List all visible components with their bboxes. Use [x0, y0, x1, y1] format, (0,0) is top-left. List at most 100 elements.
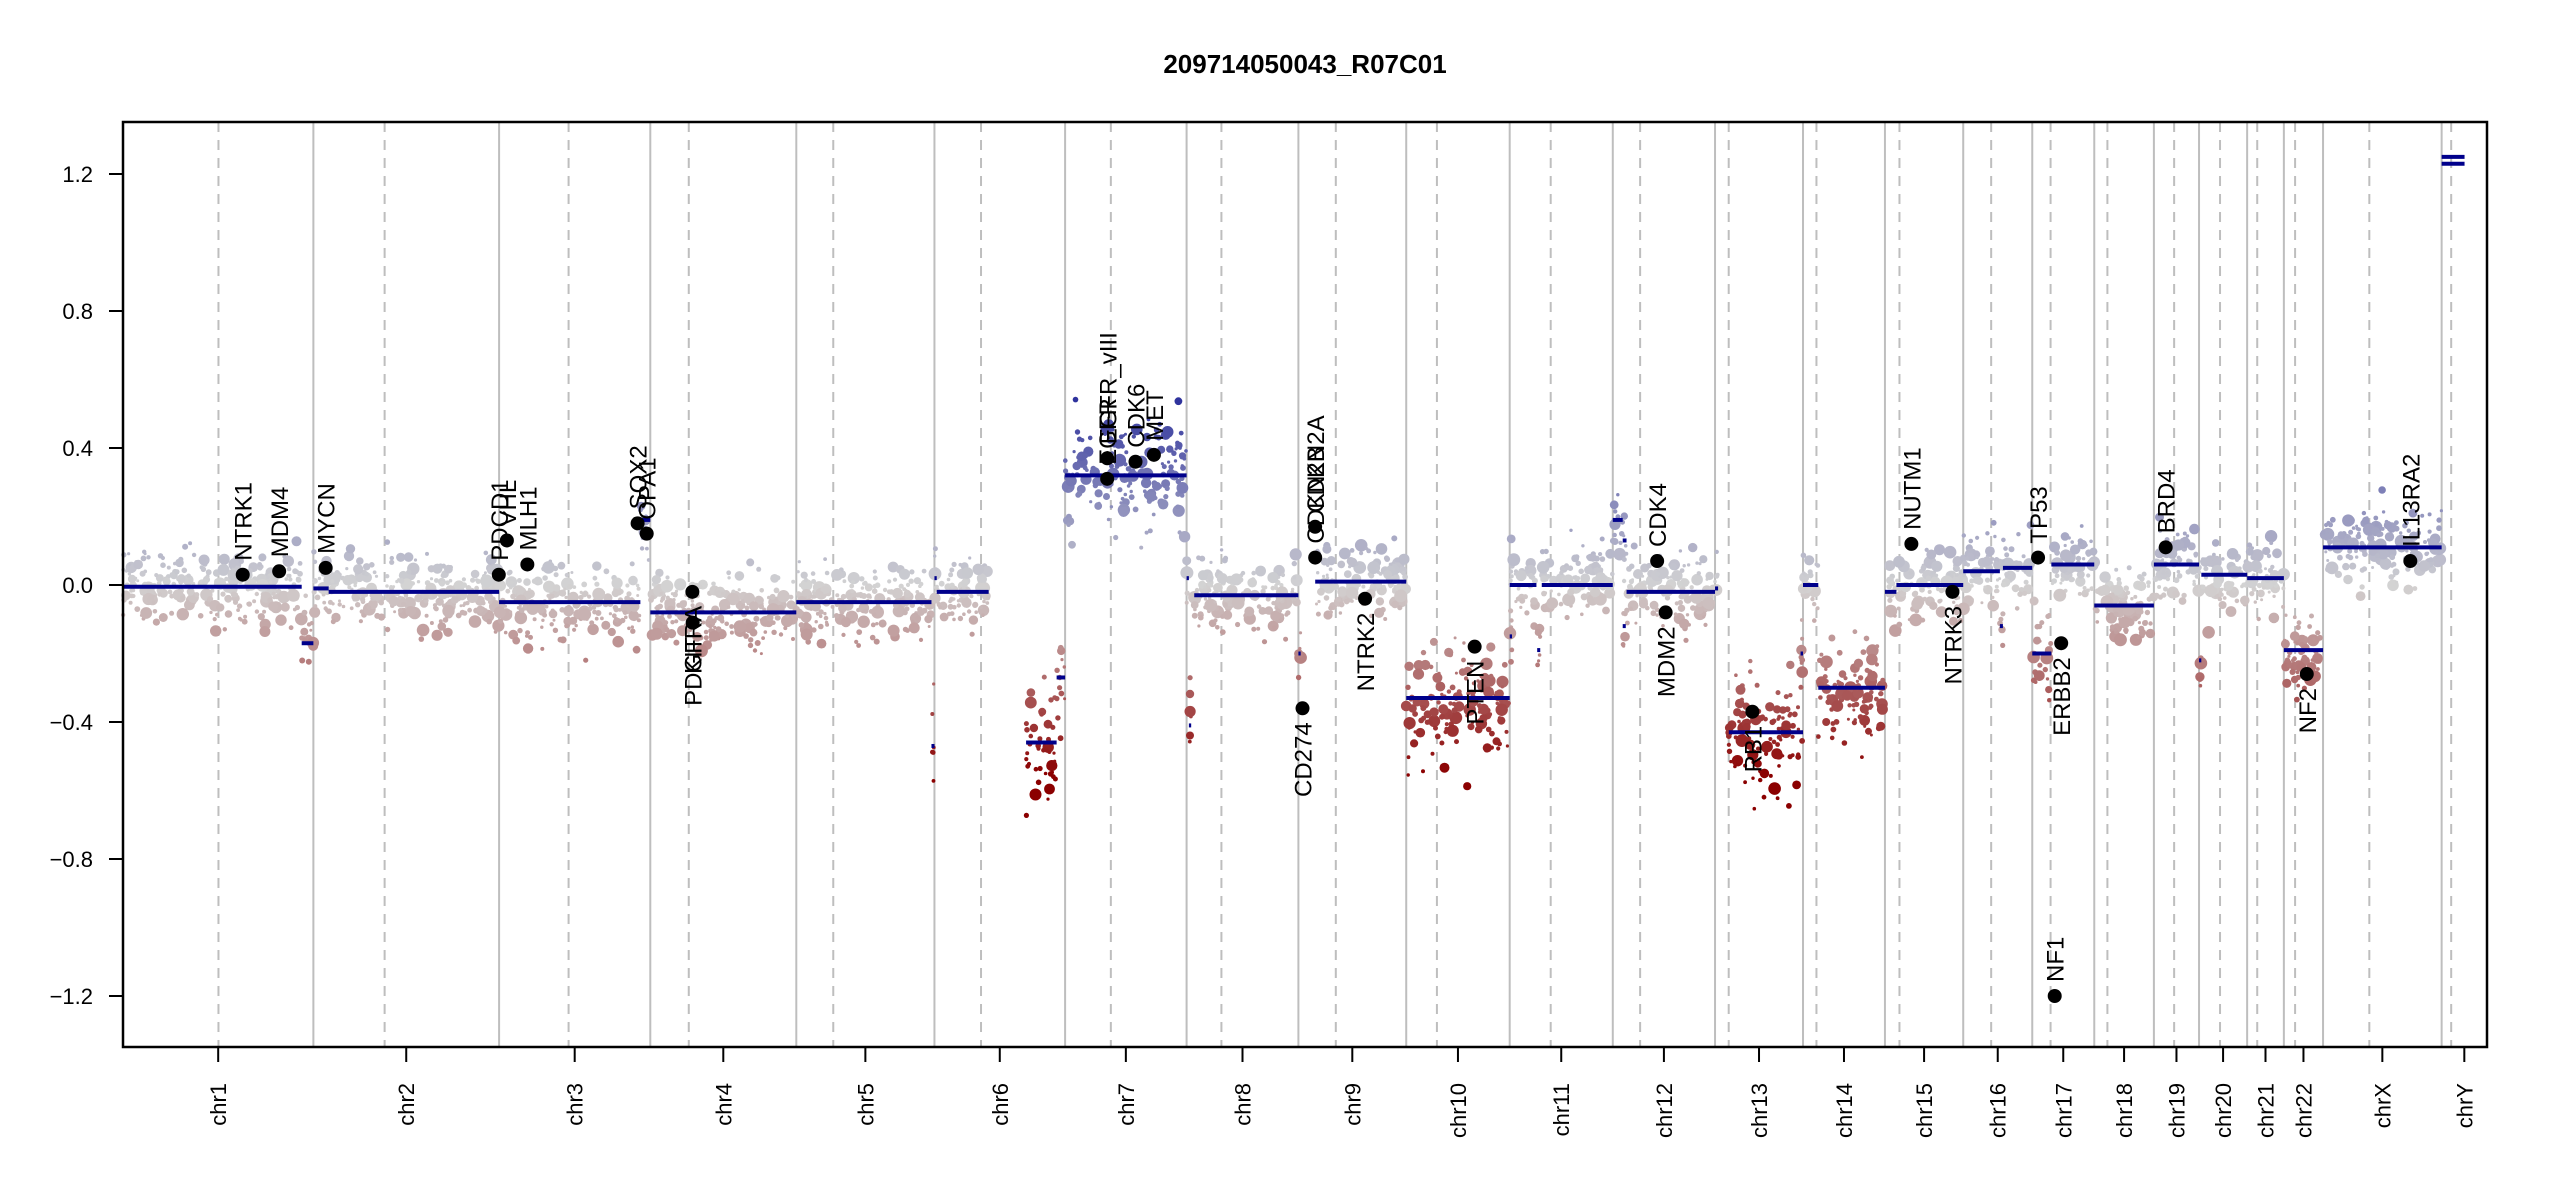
probe-point — [905, 582, 911, 588]
probe-point — [2077, 591, 2082, 596]
gene-marker — [2047, 989, 2062, 1003]
probe-point — [2357, 531, 2361, 536]
probe-point — [154, 573, 159, 578]
probe-point — [398, 578, 405, 584]
probe-point — [2371, 549, 2377, 555]
probe-point — [224, 576, 229, 582]
probe-point — [1896, 606, 1901, 611]
probe-point — [342, 575, 354, 586]
probe-point — [624, 615, 628, 620]
x-tick-label: chr8 — [1230, 1083, 1255, 1126]
probe-point — [237, 616, 242, 621]
probe-point — [962, 612, 966, 616]
probe-point — [1726, 748, 1733, 754]
probe-point — [2359, 584, 2365, 590]
probe-point — [1853, 658, 1864, 668]
probe-point — [205, 569, 212, 576]
probe-point — [2202, 626, 2215, 639]
probe-point — [309, 628, 313, 632]
probe-point — [951, 561, 957, 568]
probe-point — [1187, 675, 1193, 681]
probe-point — [1118, 506, 1129, 517]
probe-point — [2069, 544, 2080, 555]
probe-point — [795, 591, 802, 597]
x-tick-label: chr6 — [988, 1083, 1013, 1126]
probe-point — [385, 584, 389, 588]
gene-label: ERBB2 — [2049, 657, 2076, 736]
probe-point — [1495, 703, 1508, 716]
probe-point — [1504, 729, 1509, 734]
probe-point — [523, 590, 532, 599]
probe-point — [299, 657, 306, 664]
probe-point — [493, 606, 506, 619]
probe-point — [835, 593, 840, 598]
probe-point — [2193, 553, 2198, 558]
gene-label: MET — [1142, 390, 1169, 441]
probe-point — [1072, 461, 1081, 471]
probe-point — [946, 611, 952, 617]
probe-point — [1887, 597, 1893, 603]
probe-point — [1065, 479, 1072, 485]
probe-point — [670, 620, 675, 625]
probe-point — [1724, 723, 1734, 733]
probe-point — [1683, 637, 1689, 643]
probe-point — [1964, 556, 1970, 561]
probe-point — [2436, 517, 2442, 523]
probe-point — [1519, 597, 1526, 604]
probe-point — [2189, 523, 2200, 535]
probe-point — [1367, 561, 1381, 574]
probe-point — [592, 575, 598, 581]
probe-point — [217, 563, 230, 576]
probe-point — [2388, 532, 2394, 538]
probe-point — [1803, 573, 1807, 578]
probe-point — [1143, 459, 1147, 463]
probe-point — [429, 577, 434, 581]
y-tick-label: 0.4 — [62, 436, 93, 461]
probe-point — [207, 596, 214, 602]
probe-point — [1679, 568, 1685, 573]
probe-point — [899, 568, 910, 580]
probe-point — [1503, 627, 1517, 640]
probe-point — [759, 652, 763, 656]
probe-point — [531, 578, 538, 584]
probe-point — [811, 579, 817, 584]
probe-point — [692, 632, 702, 642]
gene-marker — [2031, 550, 2046, 565]
probe-point — [1860, 755, 1864, 759]
probe-point — [470, 569, 480, 579]
probe-point — [1744, 739, 1756, 750]
probe-point — [1682, 564, 1686, 568]
probe-point — [1935, 606, 1948, 618]
probe-point — [616, 589, 623, 596]
probe-point — [871, 588, 878, 594]
probe-point — [2116, 577, 2122, 582]
probe-point — [2001, 537, 2006, 543]
probe-point — [1927, 597, 1932, 602]
probe-point — [724, 621, 729, 627]
probe-point — [483, 550, 489, 556]
probe-point — [2286, 662, 2292, 668]
probe-point — [1231, 596, 1245, 610]
probe-point — [433, 606, 439, 612]
probe-point — [1756, 746, 1761, 751]
probe-point — [127, 574, 137, 584]
x-tick-label: chr10 — [1446, 1083, 1471, 1138]
probe-point — [969, 594, 974, 599]
probe-point — [1497, 716, 1502, 720]
probe-point — [1775, 742, 1780, 747]
probe-point — [416, 580, 421, 584]
probe-point — [1023, 812, 1029, 819]
probe-point — [762, 618, 768, 624]
probe-point — [2182, 531, 2187, 536]
probe-point — [924, 615, 933, 624]
gene-label: NUTM1 — [1899, 447, 1926, 530]
probe-point — [608, 612, 613, 616]
probe-point — [1599, 536, 1605, 542]
probe-point — [972, 602, 978, 608]
probe-point — [210, 625, 222, 637]
probe-point — [2252, 573, 2256, 577]
probe-point — [1528, 572, 1534, 579]
probe-point — [783, 626, 788, 631]
probe-point — [1633, 569, 1643, 579]
probe-point — [961, 579, 969, 587]
